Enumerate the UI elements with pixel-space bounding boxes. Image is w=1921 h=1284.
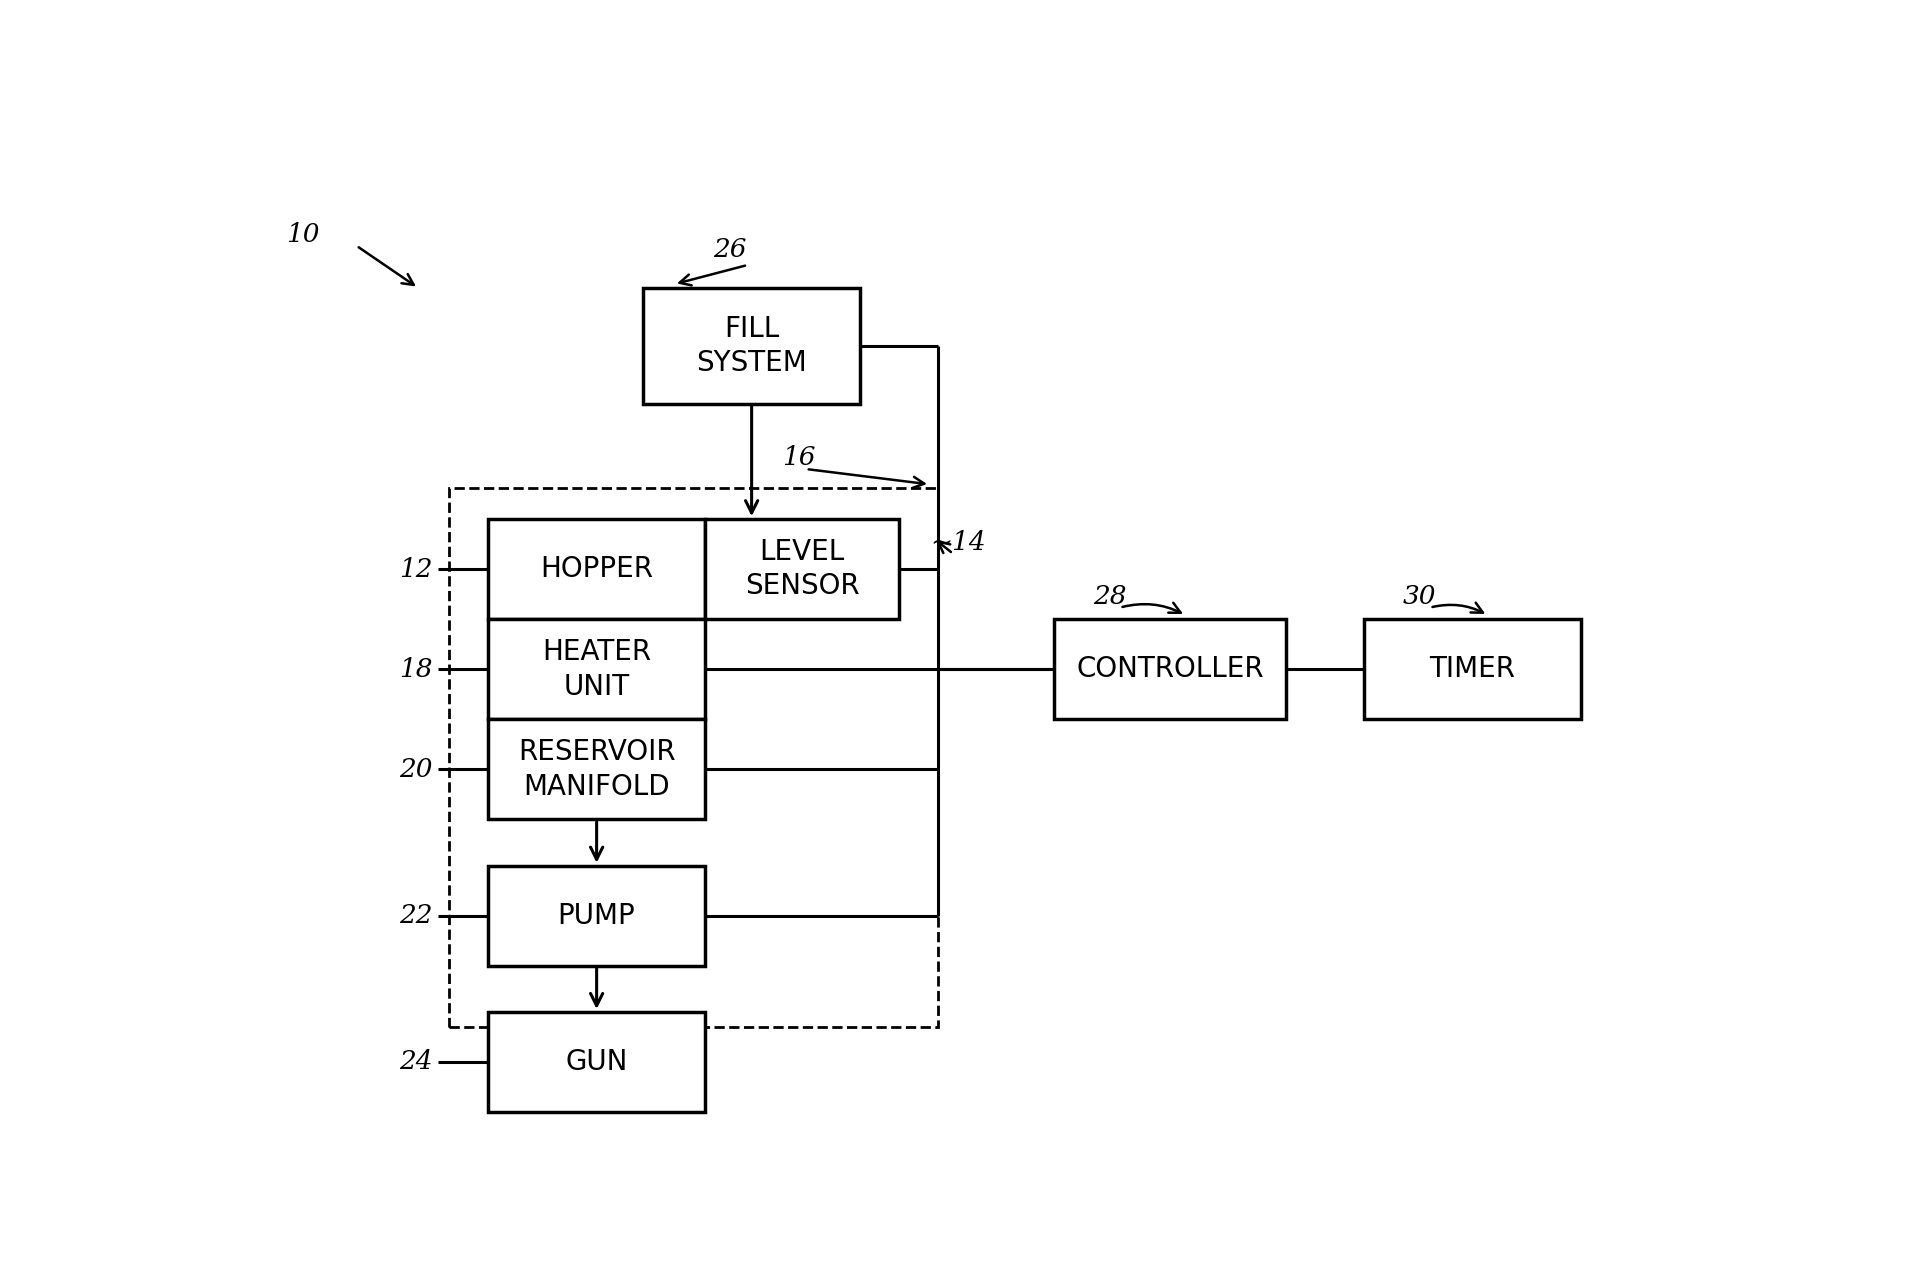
Text: CONTROLLER: CONTROLLER (1076, 655, 1264, 683)
Text: 28: 28 (1093, 583, 1126, 609)
Text: GUN: GUN (565, 1048, 628, 1076)
Text: 22: 22 (400, 903, 432, 928)
Text: 16: 16 (782, 446, 816, 470)
Text: 10: 10 (286, 222, 321, 247)
Text: 18: 18 (400, 656, 432, 682)
Text: 20: 20 (400, 756, 432, 782)
Text: HOPPER: HOPPER (540, 555, 653, 583)
Text: LEVEL
SENSOR: LEVEL SENSOR (745, 538, 859, 601)
Bar (705, 519, 899, 619)
Text: TIMER: TIMER (1429, 655, 1516, 683)
Bar (644, 288, 861, 403)
Text: 24: 24 (400, 1049, 432, 1075)
Bar (488, 865, 705, 966)
Text: 12: 12 (400, 556, 432, 582)
Text: 26: 26 (713, 238, 747, 262)
Bar (1364, 619, 1581, 719)
Bar (488, 719, 705, 819)
Text: FILL
SYSTEM: FILL SYSTEM (695, 315, 807, 377)
Bar (488, 1012, 705, 1112)
Text: HEATER
UNIT: HEATER UNIT (542, 638, 651, 701)
Text: RESERVOIR
MANIFOLD: RESERVOIR MANIFOLD (519, 738, 676, 801)
Bar (450, 488, 937, 1027)
Bar (488, 519, 705, 619)
Text: 30: 30 (1402, 583, 1437, 609)
Text: PUMP: PUMP (557, 901, 636, 930)
Bar (1055, 619, 1287, 719)
Text: ~14: ~14 (930, 530, 985, 555)
Bar (488, 619, 705, 719)
